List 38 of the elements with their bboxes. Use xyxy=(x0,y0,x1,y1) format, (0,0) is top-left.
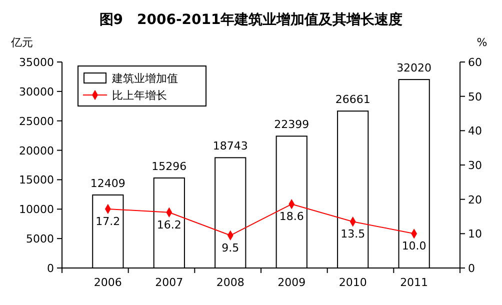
data-label: 32020 xyxy=(396,62,432,75)
y2-tick-label: 10 xyxy=(468,228,482,241)
data-label: 22399 xyxy=(274,118,310,132)
data-label: 18.6 xyxy=(279,210,304,224)
y-tick-label: 0 xyxy=(47,262,54,275)
legend-label: 比上年增长 xyxy=(112,89,167,102)
data-label: 18743 xyxy=(212,140,248,153)
chart-title: 图9 2006-2011年建筑业增加值及其增长速度 xyxy=(99,11,403,28)
y2-tick-label: 20 xyxy=(468,193,482,206)
y-tick-label: 5000 xyxy=(26,232,54,246)
y-tick-label: 30000 xyxy=(19,85,54,98)
data-label: 16.2 xyxy=(156,218,182,232)
x-tick-label: 2010 xyxy=(338,276,367,289)
data-label: 12409 xyxy=(90,176,126,190)
x-tick-label: 2006 xyxy=(94,276,122,289)
data-label: 9.5 xyxy=(222,241,240,254)
y-tick-label: 10000 xyxy=(19,203,54,216)
y2-axis-title: % xyxy=(476,36,488,49)
y-axis-title: 亿元 xyxy=(10,36,33,49)
y2-tick-label: 30 xyxy=(468,159,482,172)
data-label: 10.0 xyxy=(402,240,426,253)
legend-label: 建筑业增加值 xyxy=(111,72,178,85)
y-tick-label: 15000 xyxy=(19,174,54,187)
x-tick-label: 2008 xyxy=(216,276,244,289)
y-tick-label: 35000 xyxy=(19,56,54,69)
data-label: 15296 xyxy=(152,160,187,173)
y2-tick-label: 0 xyxy=(468,262,475,275)
data-label: 17.2 xyxy=(96,214,120,228)
y2-tick-label: 50 xyxy=(468,90,482,104)
data-label: 26661 xyxy=(335,93,370,106)
y2-tick-label: 40 xyxy=(468,124,482,138)
y-tick-label: 25000 xyxy=(19,114,54,128)
x-tick-label: 2011 xyxy=(400,276,428,289)
y-tick-label: 20000 xyxy=(19,144,54,158)
data-label: 13.5 xyxy=(340,228,366,241)
y2-tick-label: 60 xyxy=(468,56,482,69)
x-tick-label: 2007 xyxy=(155,276,184,289)
x-tick-label: 2009 xyxy=(278,276,306,289)
